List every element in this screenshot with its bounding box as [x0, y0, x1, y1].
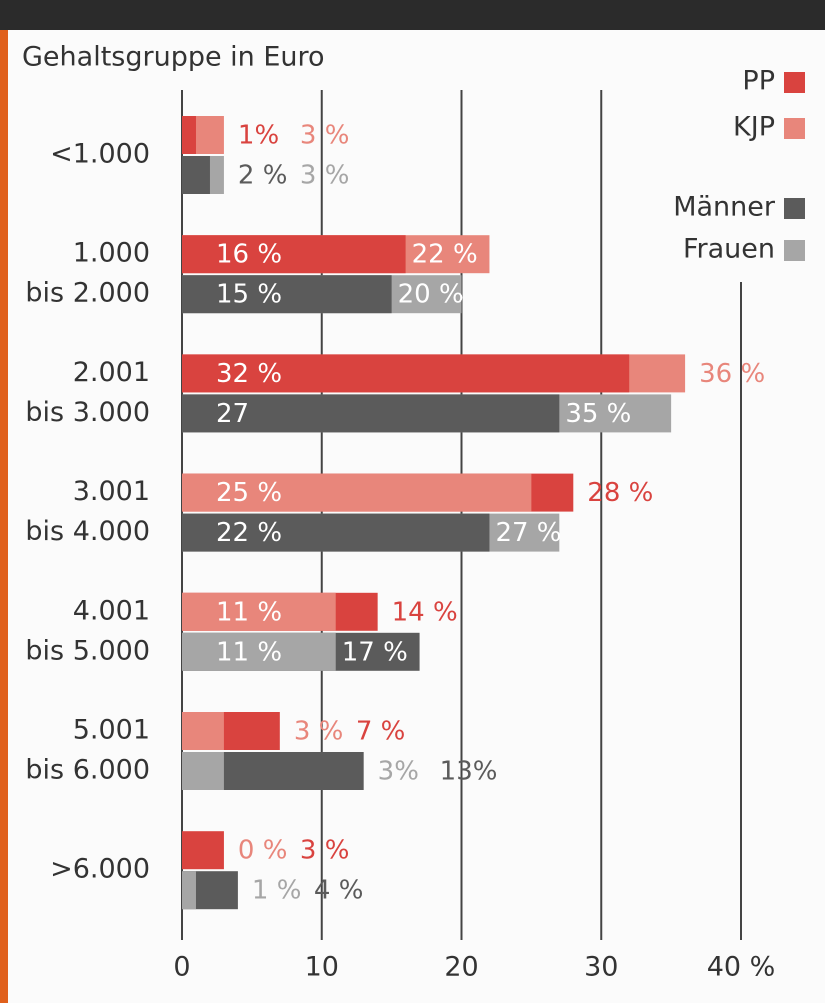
value-label: 32 %	[216, 359, 282, 389]
category-label: <1.000	[50, 139, 150, 170]
value-label: 20 %	[398, 280, 464, 310]
legend-swatch	[784, 240, 805, 261]
bar	[182, 513, 490, 552]
category-label: bis 3.000	[25, 397, 150, 428]
value-label: 35 %	[565, 399, 631, 429]
value-label: 4 %	[314, 876, 364, 906]
bar	[182, 156, 210, 194]
category-label: bis 6.000	[25, 755, 150, 786]
category-label: 1.000	[73, 238, 150, 269]
bar	[182, 712, 224, 750]
value-label: 3%	[378, 757, 419, 787]
category-label: bis 4.000	[25, 516, 150, 547]
bar	[182, 354, 630, 393]
value-label: 28 %	[587, 478, 653, 508]
value-label: 17 %	[342, 637, 408, 667]
value-label: 11 %	[216, 637, 282, 667]
bar	[182, 235, 406, 274]
value-label: 1 %	[252, 876, 302, 906]
legend-label: KJP	[733, 112, 775, 143]
x-tick-label: 40 %	[707, 952, 776, 983]
bar	[182, 394, 560, 433]
value-label: 1%	[238, 121, 279, 151]
bar	[182, 473, 532, 512]
value-label: 7 %	[356, 717, 406, 747]
bar	[182, 116, 196, 154]
top-band	[0, 0, 825, 30]
legend-swatch	[784, 198, 805, 219]
value-label: 11 %	[216, 597, 282, 627]
value-label: 3 %	[300, 161, 350, 191]
value-label: 3 %	[300, 836, 350, 866]
value-label: 2 %	[238, 161, 288, 191]
x-tick-label: 0	[173, 952, 190, 983]
bar	[182, 275, 392, 314]
bar	[182, 831, 224, 870]
category-label: bis 5.000	[25, 635, 150, 666]
value-label: 36 %	[699, 359, 765, 389]
value-label: 22 %	[216, 518, 282, 548]
legend-label: PP	[742, 66, 775, 97]
value-label: 3 %	[294, 717, 344, 747]
legend-swatch	[784, 72, 805, 93]
legend-label: Männer	[673, 192, 776, 223]
value-label: 0 %	[238, 836, 288, 866]
x-tick-label: 20	[444, 952, 478, 983]
legend-label: Frauen	[683, 234, 775, 265]
value-label: 27	[216, 399, 249, 429]
value-label: 15 %	[216, 280, 282, 310]
value-label: 13%	[440, 757, 498, 787]
bar	[182, 752, 224, 790]
value-label: 27 %	[495, 518, 561, 548]
x-tick-label: 10	[305, 952, 339, 983]
value-label: 3 %	[300, 121, 350, 151]
category-label: 2.001	[73, 357, 150, 388]
value-label: 25 %	[216, 478, 282, 508]
left-edge	[0, 30, 8, 1003]
value-label: 16 %	[216, 240, 282, 270]
bar	[182, 632, 336, 671]
category-label: 5.001	[73, 715, 150, 746]
bar	[182, 592, 336, 631]
chart-title: Gehaltsgruppe in Euro	[22, 42, 325, 73]
x-tick-label: 30	[584, 952, 618, 983]
category-label: >6.000	[50, 854, 150, 885]
category-label: 3.001	[73, 476, 150, 507]
category-label: 4.001	[73, 595, 150, 626]
bar	[182, 871, 196, 910]
legend-swatch	[784, 118, 805, 139]
category-label: bis 2.000	[25, 278, 150, 309]
value-label: 22 %	[412, 240, 478, 270]
value-label: 14 %	[392, 597, 458, 627]
